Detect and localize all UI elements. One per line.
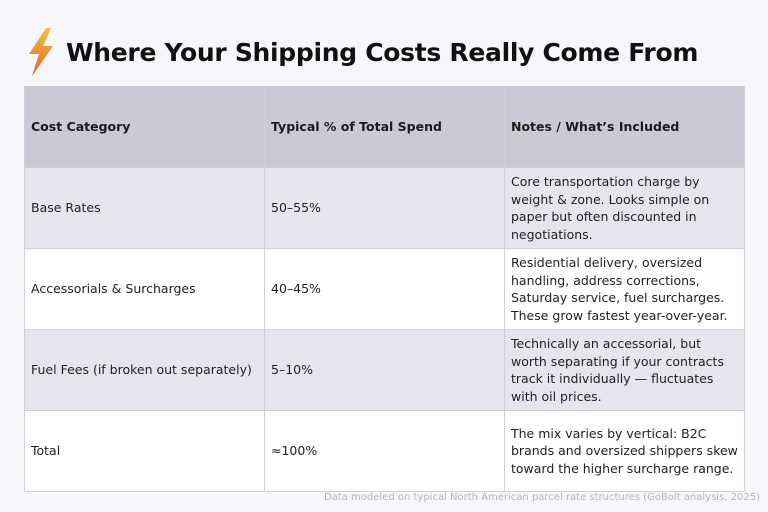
- cell-category: Base Rates: [24, 167, 265, 249]
- table-row: Fuel Fees (if broken out separately) 5–1…: [24, 329, 745, 411]
- page-title: Where Your Shipping Costs Really Come Fr…: [66, 37, 699, 67]
- table-row: Accessorials & Surcharges 40–45% Residen…: [24, 248, 745, 330]
- table-row: Base Rates 50–55% Core transportation ch…: [24, 167, 745, 249]
- cell-notes: The mix varies by vertical: B2C brands a…: [504, 410, 745, 492]
- cell-notes: Residential delivery, oversized handling…: [504, 248, 745, 330]
- table-row: Total ≈100% The mix varies by vertical: …: [24, 410, 745, 492]
- column-header-percent: Typical % of Total Spend: [264, 86, 505, 168]
- table-header-row: Cost Category Typical % of Total Spend N…: [24, 86, 745, 168]
- page-header: Where Your Shipping Costs Really Come Fr…: [24, 26, 698, 78]
- source-footnote: Data modeled on typical North American p…: [323, 492, 760, 503]
- lightning-bolt-icon: [29, 28, 53, 76]
- cell-percent: ≈100%: [264, 410, 505, 492]
- cell-category: Accessorials & Surcharges: [24, 248, 265, 330]
- shipping-costs-table: Cost Category Typical % of Total Spend N…: [24, 86, 745, 492]
- cell-notes: Core transportation charge by weight & z…: [504, 167, 745, 249]
- cell-category: Fuel Fees (if broken out separately): [24, 329, 265, 411]
- column-header-category: Cost Category: [24, 86, 265, 168]
- cell-percent: 40–45%: [264, 248, 505, 330]
- cell-percent: 5–10%: [264, 329, 505, 411]
- cell-category: Total: [24, 410, 265, 492]
- cell-notes: Technically an accessorial, but worth se…: [504, 329, 745, 411]
- cell-percent: 50–55%: [264, 167, 505, 249]
- column-header-notes: Notes / What’s Included: [504, 86, 745, 168]
